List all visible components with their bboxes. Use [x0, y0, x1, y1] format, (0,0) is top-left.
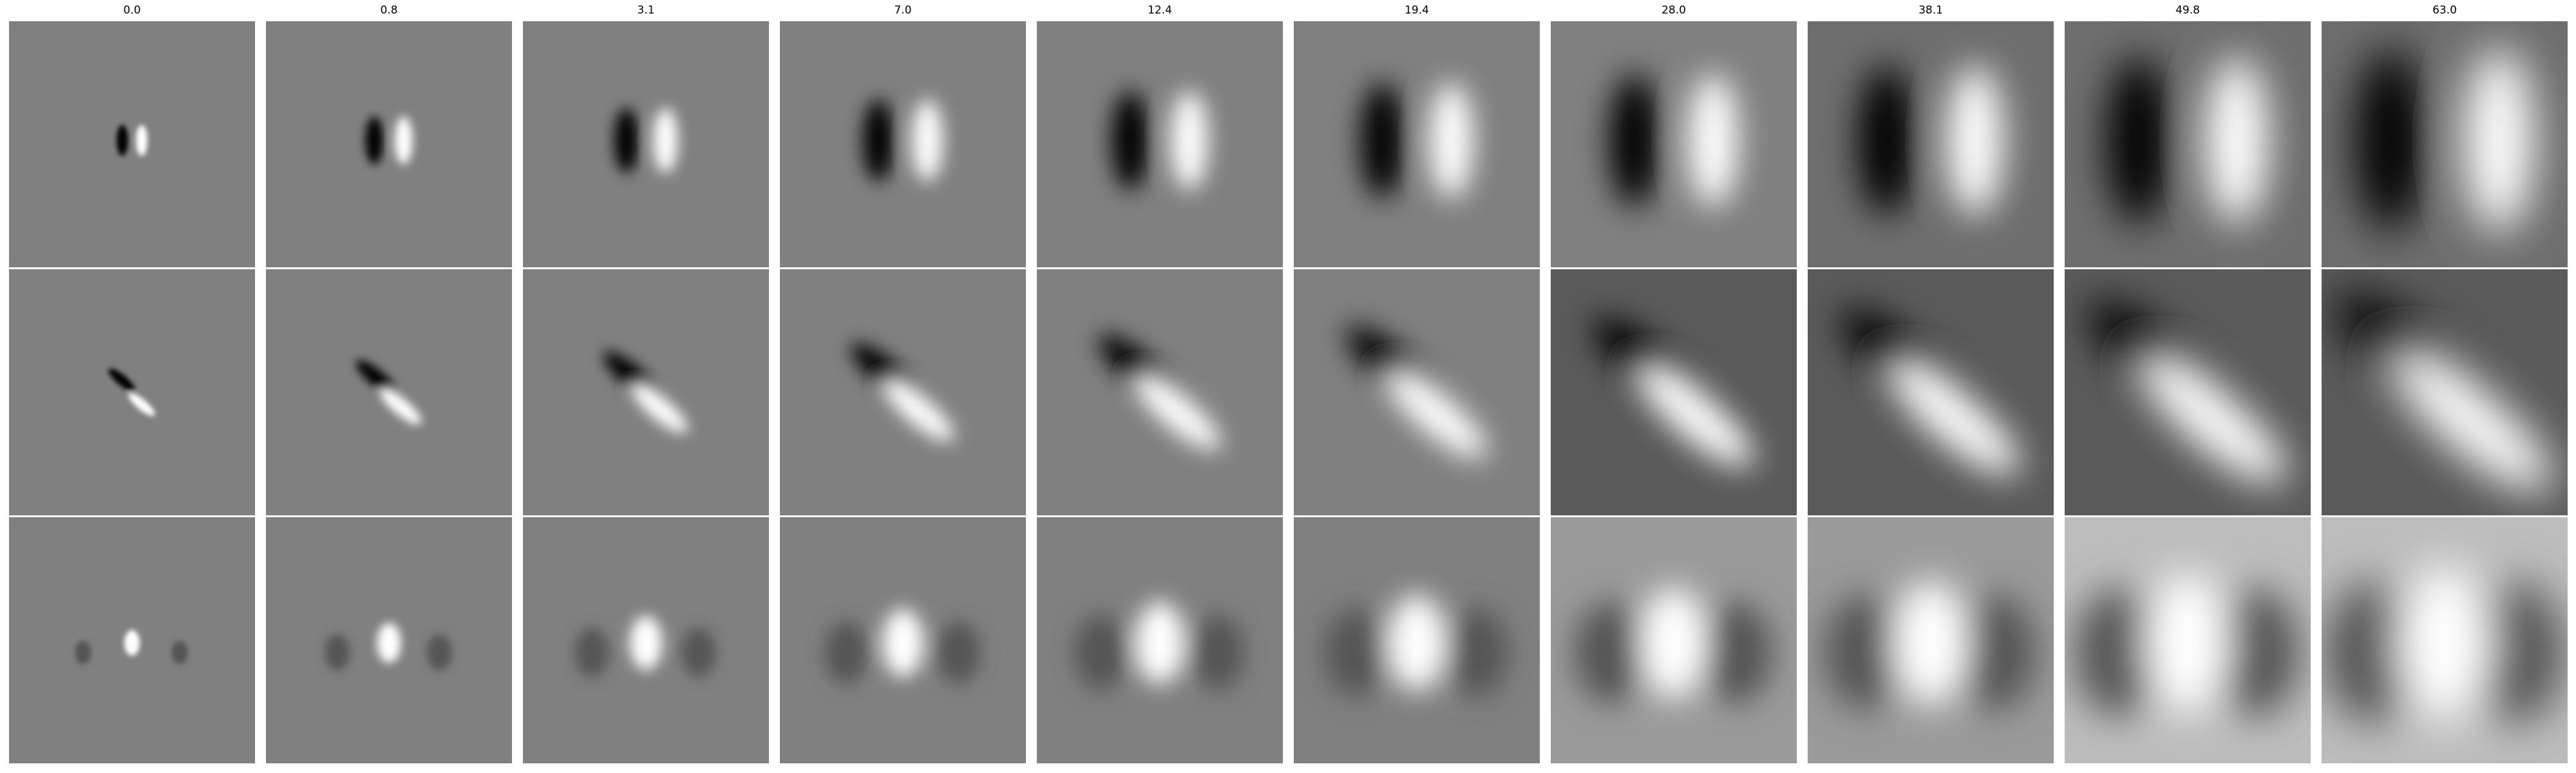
- column-title: 7.0: [894, 4, 912, 17]
- filter-image-r1-c4: [780, 21, 1026, 267]
- column-title: 63.0: [2432, 4, 2457, 17]
- filter-image-r1-c6: [1294, 21, 1540, 267]
- column-title: 12.4: [1148, 4, 1172, 17]
- filter-image-r1-c10: [2322, 21, 2568, 267]
- column-title: 3.1: [637, 4, 655, 17]
- filter-image-r1-c3: [523, 21, 769, 267]
- filter-image-r2-c5: [1037, 269, 1283, 515]
- filter-image-r3-c10: [2322, 517, 2568, 763]
- filter-image-r2-c4: [780, 269, 1026, 515]
- filter-image-r1-c9: [2065, 21, 2311, 267]
- filter-image-r3-c3: [523, 517, 769, 763]
- filter-image-r3-c6: [1294, 517, 1540, 763]
- filter-image-r2-c2: [266, 269, 512, 515]
- filter-image-r1-c5: [1037, 21, 1283, 267]
- filter-image-r2-c8: [1808, 269, 2054, 515]
- filter-image-r1-c1: [9, 21, 255, 267]
- column-title: 0.8: [380, 4, 398, 17]
- filter-image-r3-c9: [2065, 517, 2311, 763]
- column-title: 0.0: [123, 4, 141, 17]
- column-title: 49.8: [2175, 4, 2200, 17]
- filter-image-r2-c9: [2065, 269, 2311, 515]
- filter-image-r3-c7: [1551, 517, 1797, 763]
- filter-image-r2-c1: [9, 269, 255, 515]
- filter-image-r2-c3: [523, 269, 769, 515]
- filter-image-r3-c5: [1037, 517, 1283, 763]
- column-title: 19.4: [1405, 4, 1429, 17]
- filter-image-r3-c2: [266, 517, 512, 763]
- column-title: 28.0: [1662, 4, 1686, 17]
- filter-image-r3-c4: [780, 517, 1026, 763]
- filter-image-r1-c7: [1551, 21, 1797, 267]
- filter-image-r3-c1: [9, 517, 255, 763]
- column-title: 38.1: [1918, 4, 1943, 17]
- filter-image-r1-c2: [266, 21, 512, 267]
- filter-image-r2-c7: [1551, 269, 1797, 515]
- filter-image-r1-c8: [1808, 21, 2054, 267]
- filter-image-r2-c10: [2322, 269, 2568, 515]
- filter-image-r3-c8: [1808, 517, 2054, 763]
- filter-image-r2-c6: [1294, 269, 1540, 515]
